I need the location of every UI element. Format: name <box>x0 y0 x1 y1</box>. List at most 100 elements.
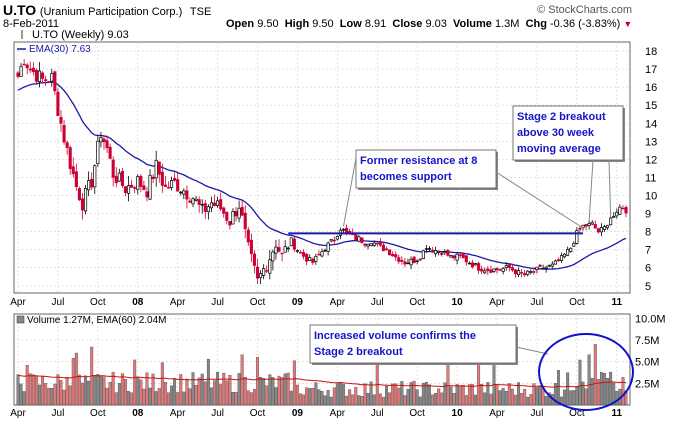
candle <box>84 184 88 215</box>
low-label: Low <box>339 18 362 30</box>
candle-body <box>378 242 382 246</box>
candle <box>397 254 401 265</box>
candle-body <box>575 230 579 244</box>
volume-bar <box>87 380 91 406</box>
candle-body <box>209 202 214 209</box>
candle <box>286 246 290 252</box>
volume-x-tick-label: Oct <box>569 408 585 419</box>
candle-body <box>406 262 410 265</box>
candle-body <box>412 256 416 264</box>
copyright: © StockCharts.com <box>537 4 632 16</box>
volume-callout: Increased volume confirms the Stage 2 bre… <box>309 324 518 365</box>
candle <box>467 261 471 265</box>
candle <box>114 167 118 188</box>
candle-body <box>477 263 481 271</box>
volume-bar <box>203 381 207 406</box>
candle-body <box>234 211 238 217</box>
candle <box>400 256 404 265</box>
volume-x-tick-label: Oct <box>409 408 425 419</box>
candle-body <box>295 250 299 252</box>
candle-body <box>538 264 542 267</box>
chart-title: U.TO (Uranium Participation Corp.) TSE <box>3 2 211 18</box>
price-y-tick-label: 17 <box>645 64 657 76</box>
volume-bar <box>458 386 462 406</box>
candle-body <box>197 199 201 205</box>
price-y-tick-label: 9 <box>645 209 651 221</box>
volume-bar <box>41 376 45 406</box>
volume-bar <box>480 383 484 406</box>
candle-body <box>283 246 287 253</box>
candle-body <box>317 253 321 256</box>
candle <box>99 131 103 148</box>
candle <box>320 248 324 258</box>
volume-bar <box>609 371 613 406</box>
candle <box>80 192 85 220</box>
candle <box>587 220 591 230</box>
volume-bar <box>467 384 471 406</box>
volume-bar <box>197 377 201 406</box>
volume-bar <box>412 380 416 406</box>
volume-x-tick-label: Oct <box>90 408 106 419</box>
candle <box>609 215 613 226</box>
candle <box>271 249 275 271</box>
volume-bar <box>256 357 259 406</box>
volume-bar <box>151 373 155 406</box>
candle <box>108 143 112 160</box>
candle-body <box>480 268 484 272</box>
candle-body <box>329 238 333 242</box>
candle <box>145 186 149 202</box>
candle <box>157 161 161 183</box>
volume-bar <box>274 387 278 406</box>
candle <box>44 75 48 86</box>
volume-bar <box>130 392 134 406</box>
candle-body <box>354 234 358 240</box>
candle <box>47 81 51 83</box>
candle-body <box>225 211 229 221</box>
candle-body <box>268 259 272 274</box>
volume-bar <box>93 375 97 406</box>
volume-bar <box>338 382 342 406</box>
candle <box>136 174 140 195</box>
callout-text: above 30 week <box>517 127 595 139</box>
price-y-tick-label: 10 <box>645 190 657 202</box>
candle-body <box>510 267 514 271</box>
candle-body <box>191 198 195 205</box>
candle-body <box>136 176 140 190</box>
candle-body <box>25 64 29 69</box>
candle <box>563 253 567 259</box>
volume-bar <box>71 358 75 406</box>
high-value: 9.50 <box>312 18 334 30</box>
candle <box>455 253 459 265</box>
price-x-tick-label: Apr <box>170 297 186 308</box>
candle-body <box>381 244 385 252</box>
candle-body <box>507 264 511 268</box>
candle <box>96 135 100 167</box>
candle <box>602 224 607 233</box>
volume-bar <box>154 391 158 406</box>
candle-body <box>609 217 613 226</box>
volume-bar <box>400 381 404 406</box>
candle <box>25 63 29 75</box>
volume-bar <box>323 395 327 406</box>
volume-y-tick-label: 7.5M <box>635 335 659 347</box>
candle-body <box>47 81 51 83</box>
volume-bar <box>375 362 379 406</box>
candle <box>615 208 619 219</box>
candle <box>412 255 416 264</box>
candle-body <box>111 159 115 178</box>
candle-body <box>437 251 441 253</box>
price-y-tick-label: 16 <box>645 82 657 94</box>
candle <box>572 241 576 247</box>
candle <box>513 268 518 278</box>
candle-body <box>332 239 336 242</box>
volume-bar <box>237 373 241 406</box>
candle <box>363 242 367 248</box>
volume-bar <box>615 391 619 406</box>
candle <box>59 110 63 132</box>
volume-bar <box>179 374 183 406</box>
volume-bar <box>483 392 487 406</box>
candle-body <box>415 260 419 262</box>
candle-body <box>274 246 278 254</box>
volume-bar <box>388 392 392 406</box>
